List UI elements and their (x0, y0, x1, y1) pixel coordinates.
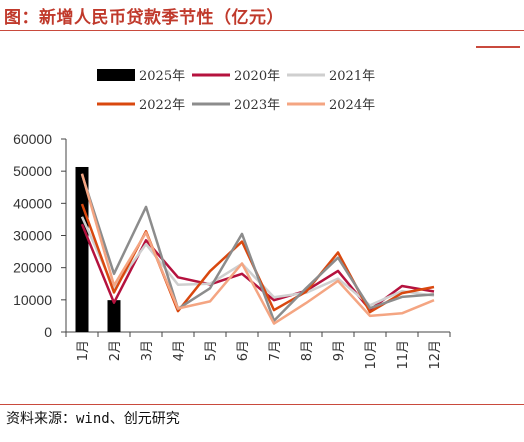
y-tick-label: 40000 (13, 195, 52, 211)
series-line-2023年 (80, 174, 435, 322)
x-tick-label: 4月 (172, 340, 187, 361)
source-note: 资料来源：wind、创元研究 (6, 411, 180, 427)
legend-label: 2020年 (234, 69, 280, 84)
y-tick-label: 60000 (13, 131, 52, 147)
bar-2025 (75, 166, 89, 332)
x-axis: 1月 2月 3月 4月 5月 6月 7月 8月 9月 10月 11月 12月 (65, 331, 451, 370)
legend-item: 2021年 (287, 69, 375, 84)
y-tick-label: 0 (44, 324, 52, 340)
x-tick-label: 3月 (140, 340, 155, 361)
x-tick-label: 5月 (204, 340, 219, 361)
x-tick-label: 12月 (428, 340, 443, 370)
y-tick-label: 50000 (13, 163, 52, 179)
x-tick-label: 1月 (76, 340, 91, 361)
y-axis: 0 10000 20000 30000 40000 50000 60000 (13, 131, 67, 340)
legend-label: 2022年 (139, 98, 185, 113)
x-tick-label: 9月 (332, 340, 347, 361)
title-accent-line (476, 46, 520, 48)
legend-item: 2022年 (97, 98, 185, 113)
legend: 2025年 2020年 2021年 2022年 2023年 2024年 (97, 69, 375, 113)
bar-series (75, 166, 121, 332)
title-divider (0, 30, 524, 31)
x-tick-label: 10月 (364, 340, 379, 370)
x-tick-label: 7月 (268, 340, 283, 361)
x-tick-label: 8月 (300, 340, 315, 361)
y-tick-label: 20000 (13, 260, 52, 276)
legend-item: 2020年 (192, 69, 280, 84)
legend-item: 2025年 (97, 69, 185, 84)
x-tick-label: 11月 (396, 340, 411, 370)
legend-item: 2024年 (287, 98, 375, 113)
legend-swatch (97, 69, 135, 81)
page-title: 图：新增人民币贷款季节性（亿元） (4, 8, 284, 28)
legend-label: 2025年 (139, 69, 185, 84)
footer-divider (0, 404, 524, 405)
y-tick-label: 30000 (13, 228, 52, 244)
legend-label: 2024年 (329, 98, 375, 113)
legend-label: 2021年 (329, 69, 375, 84)
line-series (80, 173, 435, 325)
series-line-2020年 (80, 223, 435, 312)
chart: 2025年 2020年 2021年 2022年 2023年 2024年 0 10000 200… (13, 69, 451, 370)
x-tick-label: 2月 (108, 340, 123, 361)
legend-label: 2023年 (234, 98, 280, 113)
y-tick-label: 10000 (13, 292, 52, 308)
series-line-2024年 (80, 173, 435, 325)
bar-2025 (107, 300, 121, 332)
x-tick-label: 6月 (236, 340, 251, 361)
legend-item: 2023年 (192, 98, 280, 113)
